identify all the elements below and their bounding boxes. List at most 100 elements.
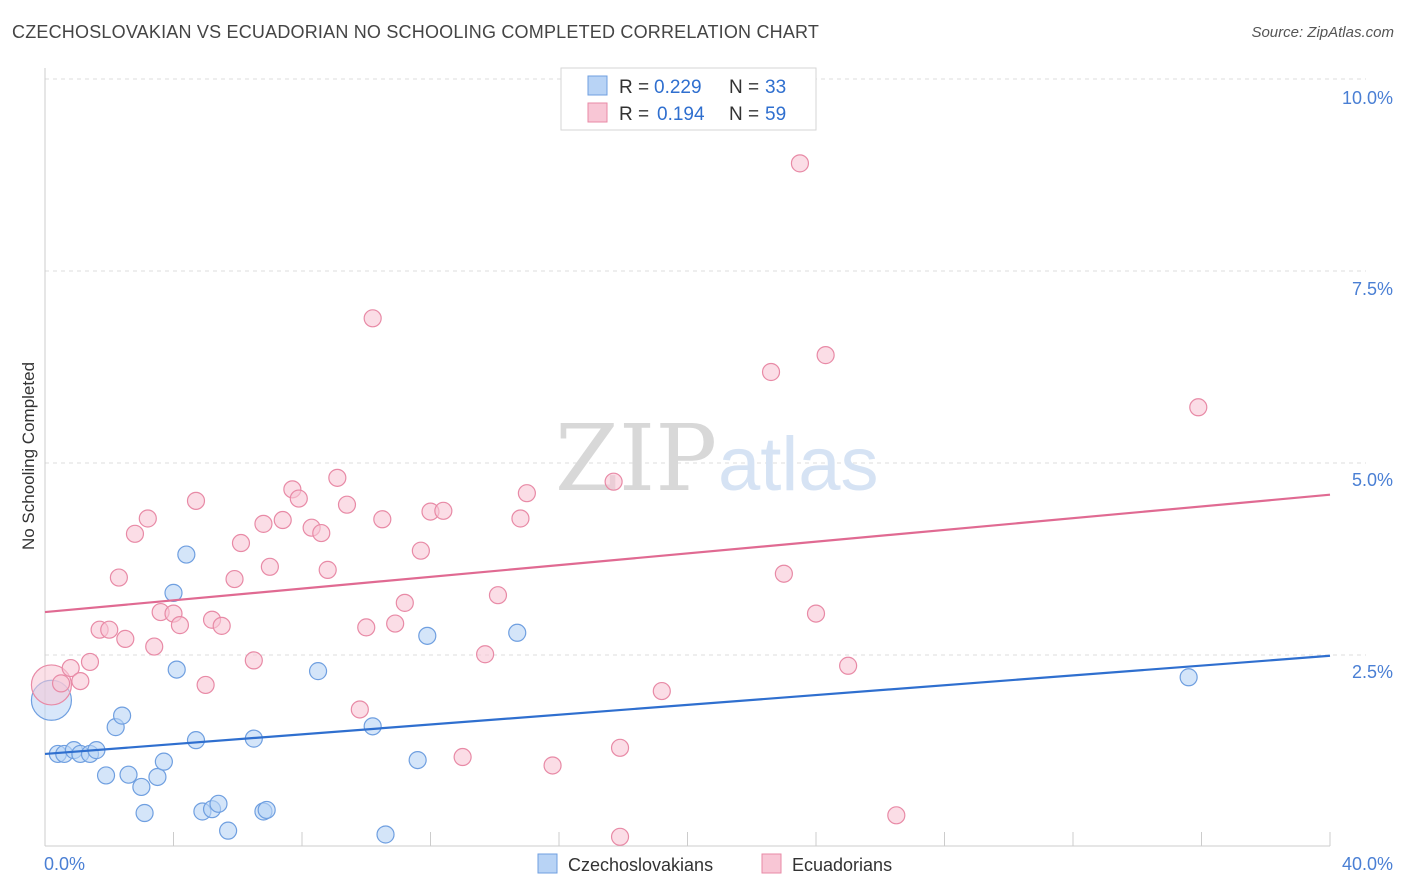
ecuadorian-point[interactable] [61, 658, 80, 678]
ecuadorian-point[interactable] [806, 604, 826, 623]
ecuadorian-point[interactable] [434, 501, 453, 520]
czechoslovakian-point[interactable] [186, 731, 206, 750]
ecuadorian-point[interactable] [604, 472, 623, 491]
legend-swatch-czechoslovakians[interactable] [537, 853, 558, 874]
czechoslovakian-point[interactable] [135, 803, 154, 823]
x-axis-ticks [173, 832, 1331, 846]
series-ecuadorians [30, 154, 1208, 846]
ecuadorian-point[interactable] [453, 747, 472, 767]
stats-swatch-blue [587, 75, 608, 96]
ecuadorian-point[interactable] [225, 569, 244, 589]
ecuadorian-point[interactable] [363, 309, 382, 328]
czechoslovakian-point[interactable] [177, 545, 196, 564]
chart-title: CZECHOSLOVAKIAN VS ECUADORIAN NO SCHOOLI… [12, 22, 820, 42]
trend-line-czechoslovakians [44, 654, 1331, 756]
ecuadorian-point[interactable] [312, 523, 331, 543]
y-tick-label-7-5: 7.5% [1352, 279, 1393, 299]
czechoslovakian-point[interactable] [167, 660, 186, 679]
stats-box: R = 0.229 N = 33 R = 0.194 N = 59 [560, 67, 817, 131]
ecuadorian-point[interactable] [488, 586, 508, 605]
y-tick-label-10-0: 10.0% [1342, 88, 1393, 108]
source-label: Source: ZipAtlas.com [1251, 24, 1394, 41]
y-tick-label-2-5: 2.5% [1352, 662, 1393, 682]
ecuadorian-point[interactable] [887, 806, 906, 825]
ecuadorian-point[interactable] [273, 510, 292, 530]
czechoslovakian-point[interactable] [376, 825, 395, 844]
czechoslovakian-point[interactable] [148, 767, 167, 787]
ecuadorian-point[interactable] [373, 510, 392, 529]
ecuadorian-point[interactable] [145, 637, 164, 656]
ecuadorian-point[interactable] [476, 645, 495, 664]
ecuadorian-point[interactable] [511, 509, 530, 528]
stats-r-label-blue: R = [619, 77, 649, 98]
czechoslovakian-point[interactable] [508, 623, 527, 642]
ecuadorian-point[interactable] [196, 675, 215, 695]
ecuadorian-point[interactable] [790, 154, 810, 173]
czechoslovakian-point[interactable] [209, 794, 228, 813]
czechoslovakian-point[interactable] [119, 765, 138, 784]
ecuadorian-point[interactable] [109, 568, 128, 587]
ecuadorian-point[interactable] [1189, 398, 1208, 417]
czechoslovakian-point[interactable] [132, 777, 151, 797]
ecuadorian-point[interactable] [337, 495, 357, 514]
ecuadorian-point[interactable] [318, 560, 337, 579]
stats-n-value-blue: 33 [765, 77, 786, 98]
ecuadorian-point[interactable] [386, 614, 405, 633]
ecuadorian-point[interactable] [328, 468, 347, 487]
ecuadorian-point[interactable] [80, 652, 100, 672]
czechoslovakian-point[interactable] [418, 626, 437, 645]
ecuadorian-point[interactable] [186, 491, 206, 510]
legend-swatch-ecuadorians[interactable] [761, 853, 782, 874]
ecuadorian-point[interactable] [289, 489, 308, 508]
ecuadorian-point[interactable] [761, 362, 781, 382]
watermark-atlas: atlas [718, 422, 879, 507]
ecuadorian-point[interactable] [244, 651, 263, 670]
x-tick-label-min: 0.0% [44, 854, 85, 874]
ecuadorian-point[interactable] [774, 564, 793, 583]
ecuadorian-point[interactable] [116, 629, 135, 649]
ecuadorian-point[interactable] [816, 346, 835, 365]
ecuadorian-point[interactable] [839, 656, 858, 675]
stats-swatch-pink [587, 102, 608, 123]
ecuadorian-point[interactable] [411, 541, 430, 560]
ecuadorian-point[interactable] [170, 616, 190, 635]
legend: Czechoslovakians Ecuadorians [537, 853, 892, 875]
ecuadorian-point[interactable] [260, 557, 279, 576]
legend-label-czechoslovakians[interactable]: Czechoslovakians [568, 855, 713, 875]
czechoslovakian-point[interactable] [308, 662, 328, 681]
ecuadorian-point[interactable] [543, 756, 562, 775]
ecuadorian-point[interactable] [212, 616, 231, 635]
series-czechoslovakians [30, 545, 1198, 844]
ecuadorian-point[interactable] [51, 674, 71, 693]
gridlines [45, 78, 1366, 656]
stats-r-value-pink: 0.194 [657, 104, 705, 125]
ecuadorian-point[interactable] [138, 509, 157, 528]
ecuadorian-point[interactable] [517, 484, 536, 503]
ecuadorian-point[interactable] [610, 738, 630, 757]
ecuadorian-point[interactable] [231, 533, 251, 553]
czechoslovakian-point[interactable] [96, 766, 116, 785]
czechoslovakian-point[interactable] [408, 750, 427, 770]
ecuadorian-point[interactable] [610, 827, 630, 846]
ecuadorian-point[interactable] [395, 593, 414, 612]
stats-r-label-pink: R = [619, 104, 649, 125]
ecuadorian-point[interactable] [350, 700, 369, 719]
ecuadorian-point[interactable] [100, 620, 119, 639]
stats-r-value-blue: 0.229 [654, 77, 702, 98]
czechoslovakian-point[interactable] [1179, 668, 1198, 687]
czechoslovakian-point[interactable] [363, 717, 382, 736]
czechoslovakian-point[interactable] [112, 706, 132, 725]
ecuadorian-point[interactable] [357, 618, 376, 637]
czechoslovakian-point[interactable] [219, 821, 238, 840]
czechoslovakian-point[interactable] [257, 800, 276, 820]
ecuadorian-point[interactable] [254, 514, 273, 533]
x-tick-label-max: 40.0% [1342, 854, 1393, 874]
stats-n-label-blue: N = [729, 77, 759, 98]
legend-label-ecuadorians[interactable]: Ecuadorians [792, 855, 892, 875]
ecuadorian-point[interactable] [125, 524, 145, 543]
ecuadorian-point[interactable] [652, 681, 671, 701]
czechoslovakian-point[interactable] [154, 752, 173, 771]
ecuadorian-point[interactable] [71, 671, 90, 691]
stats-n-value-pink: 59 [765, 104, 786, 125]
